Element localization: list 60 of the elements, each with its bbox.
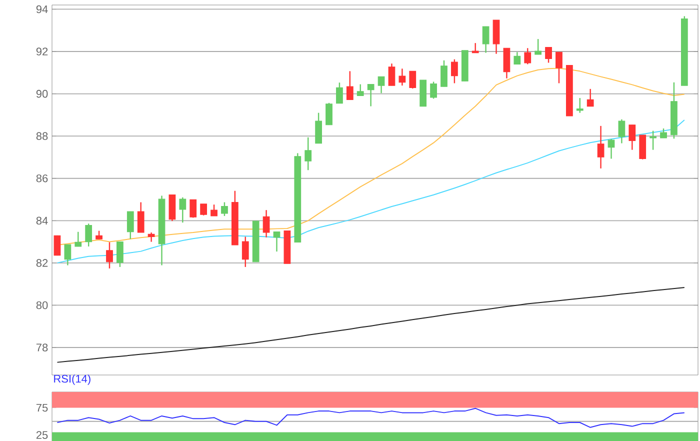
candlestick xyxy=(608,138,615,160)
candlestick xyxy=(126,210,134,240)
candlestick xyxy=(534,38,542,56)
candlestick xyxy=(367,84,374,107)
y-tick-label: 80 xyxy=(36,301,48,310)
candlestick xyxy=(503,48,510,79)
candlestick xyxy=(85,223,92,248)
y-tick-label: 84 xyxy=(36,216,48,225)
candlestick xyxy=(356,84,364,96)
candlestick xyxy=(106,242,113,270)
candlestick xyxy=(639,134,646,160)
candlestick xyxy=(472,42,479,54)
candlestick xyxy=(556,52,562,84)
candlestick xyxy=(210,204,218,217)
candlestick xyxy=(618,118,626,144)
candlestick xyxy=(451,58,458,84)
candlestick xyxy=(346,70,354,100)
y-tick-label: 94 xyxy=(36,5,48,14)
candlestick xyxy=(388,62,396,86)
candlestick xyxy=(273,231,280,252)
candlestick xyxy=(137,202,144,234)
y-tick-label: 90 xyxy=(36,90,48,98)
candlestick xyxy=(482,26,490,54)
candlestick xyxy=(514,52,521,65)
y-tick-label: 92 xyxy=(36,48,48,56)
candlestick xyxy=(378,76,385,94)
candlestick xyxy=(545,46,552,64)
candlestick xyxy=(597,125,604,170)
chart-title: RSI(14) xyxy=(54,374,90,385)
candlestick xyxy=(398,68,406,86)
candlestick xyxy=(116,241,124,268)
candlestick xyxy=(242,236,249,268)
y-tick-label: 86 xyxy=(36,174,48,182)
candlestick xyxy=(262,209,270,238)
candlestick xyxy=(190,199,197,218)
candlestick xyxy=(524,48,532,65)
candlestick xyxy=(430,81,437,100)
y-tick-label: 25 xyxy=(36,431,48,439)
y-tick-label: 75 xyxy=(36,404,48,412)
candlestick xyxy=(440,60,448,88)
candlestick xyxy=(148,232,155,242)
candlestick xyxy=(576,97,584,114)
candlestick xyxy=(74,231,82,248)
candlestick xyxy=(326,102,332,126)
candlestick xyxy=(64,244,72,266)
y-tick-label: 88 xyxy=(36,132,48,140)
candlestick xyxy=(586,88,594,107)
y-tick-label: 82 xyxy=(36,259,48,267)
candlestick xyxy=(492,19,500,54)
candlestick xyxy=(179,196,186,224)
candlestick xyxy=(315,112,322,144)
candlestick xyxy=(304,136,312,171)
candlestick xyxy=(221,202,228,217)
candlestick xyxy=(660,128,667,139)
candlestick xyxy=(200,203,208,216)
candlestick xyxy=(650,130,656,150)
candlestick xyxy=(336,82,343,104)
candlestick xyxy=(409,70,416,90)
candlestick xyxy=(628,124,636,150)
y-tick-label: 78 xyxy=(36,344,48,352)
